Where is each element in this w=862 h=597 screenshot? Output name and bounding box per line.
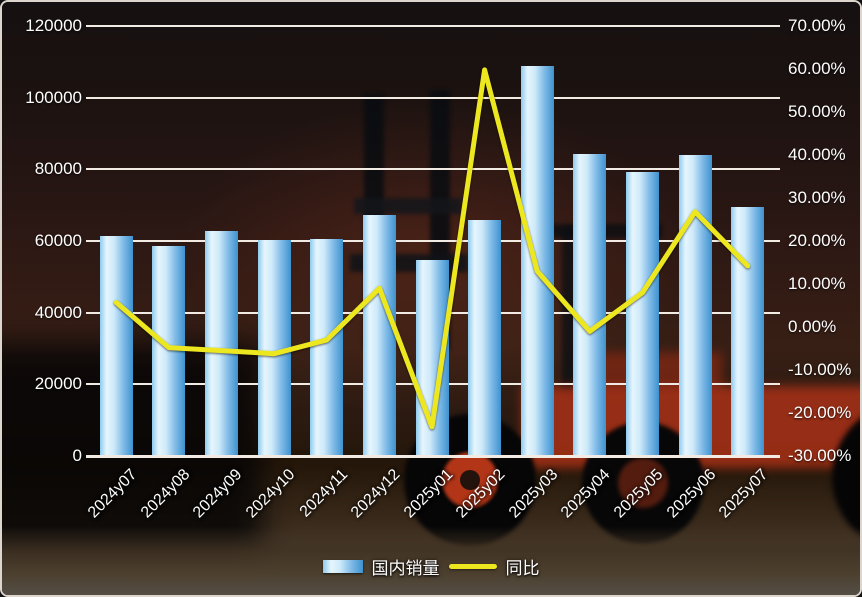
bar-2024y12 <box>362 214 396 456</box>
y-left-label: 80000 <box>34 159 82 179</box>
legend-line-swatch <box>448 564 497 569</box>
grid-line <box>86 96 780 99</box>
bar-2024y09 <box>205 230 239 456</box>
y-right-label: 20.00% <box>788 231 846 250</box>
grid-line <box>86 25 780 27</box>
bar-2025y02 <box>468 219 502 456</box>
forklift-wheel-hub <box>618 458 668 508</box>
grid-line <box>86 240 780 242</box>
y-right-label: 40.00% <box>788 145 846 164</box>
y-right-label: 70.00% <box>788 16 846 35</box>
y-right-label: 30.00% <box>788 188 846 207</box>
y-right-label: -10.00% <box>788 360 852 379</box>
grid-line <box>86 168 780 171</box>
y-right-label: -30.00% <box>788 446 852 465</box>
bar-2025y06 <box>678 155 712 456</box>
legend: 国内销量 同比 <box>2 554 860 579</box>
legend-bar-label: 国内销量 <box>371 559 440 578</box>
bar-2025y07 <box>731 206 765 456</box>
y-left-label: 120000 <box>25 16 82 35</box>
bar-2024y11 <box>310 238 344 456</box>
y-right-label: 0.00% <box>788 317 837 336</box>
bar-2025y03 <box>520 66 554 456</box>
bar-2024y10 <box>257 239 291 456</box>
bar-2025y05 <box>625 171 659 456</box>
legend-bar-swatch <box>322 560 363 573</box>
y-left-label: 0 <box>72 446 82 465</box>
y-right-label: 50.00% <box>788 102 846 121</box>
y-left-label: 60000 <box>34 231 82 250</box>
forklift-mast-crossbar <box>354 198 462 214</box>
forklift-wheel-hub-center <box>460 470 480 490</box>
bar-2024y08 <box>152 245 186 456</box>
y-right-label: -20.00% <box>788 403 852 422</box>
y-left-label: 100000 <box>25 87 82 107</box>
ground-strip <box>2 526 860 595</box>
yoy-line <box>113 67 751 430</box>
y-right-label: 60.00% <box>788 59 846 78</box>
legend-line-label: 同比 <box>505 559 540 578</box>
x-axis-line <box>86 455 780 458</box>
y-left-label: 40000 <box>34 302 82 322</box>
bar-2025y04 <box>573 153 607 456</box>
bar-2024y07 <box>99 235 133 456</box>
y-left-label: 20000 <box>34 374 82 394</box>
y-right-label: 10.00% <box>788 274 846 293</box>
